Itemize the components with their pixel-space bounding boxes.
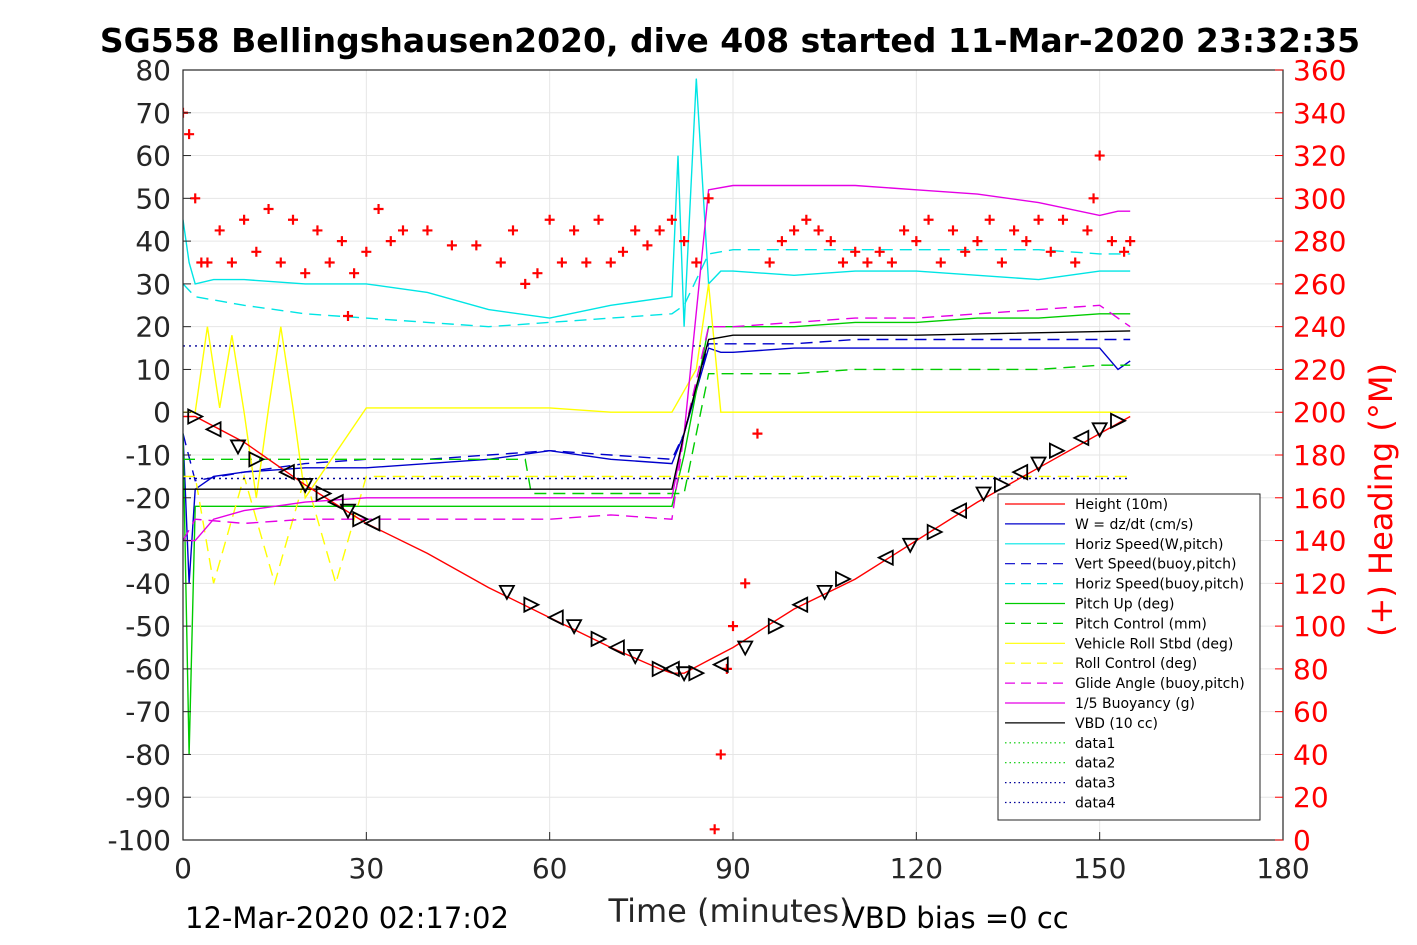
x-tick-label: 150 — [1073, 852, 1126, 885]
y-tick-label: -60 — [125, 653, 171, 686]
legend-label: Vehicle Roll Stbd (deg) — [1075, 636, 1233, 652]
legend-label: Horiz Speed(W,pitch) — [1075, 537, 1223, 553]
y2-tick-label: 300 — [1293, 182, 1346, 215]
x-tick-label: 30 — [349, 852, 385, 885]
y-tick-label: 30 — [135, 268, 171, 301]
y-tick-label: 80 — [135, 54, 171, 87]
y2-tick-label: 280 — [1293, 225, 1346, 258]
legend: Height (10m) W = dz/dt (cm/s) Horiz Speed(… — [998, 494, 1260, 820]
y2-tick-label: 100 — [1293, 610, 1346, 643]
y-tick-label: 0 — [153, 396, 171, 429]
legend-label: Pitch Up (deg) — [1075, 597, 1174, 613]
legend-label: Roll Control (deg) — [1075, 656, 1197, 672]
y2-tick-label: 80 — [1293, 653, 1329, 686]
y2-tick-label: 360 — [1293, 54, 1346, 87]
y-tick-label: -10 — [125, 439, 171, 472]
y2-tick-label: 320 — [1293, 140, 1346, 173]
y2-tick-label: 200 — [1293, 396, 1346, 429]
y2-tick-label: 120 — [1293, 567, 1346, 600]
y-tick-label: 20 — [135, 311, 171, 344]
legend-label: VBD (10 cc) — [1075, 716, 1158, 732]
y2-tick-label: 220 — [1293, 353, 1346, 386]
y-tick-label: 40 — [135, 225, 171, 258]
y2-tick-label: 180 — [1293, 439, 1346, 472]
x-tick-label: 0 — [174, 852, 192, 885]
x-axis-label: Time (minutes) — [608, 892, 852, 930]
legend-label: 1/5 Buoyancy (g) — [1075, 696, 1195, 712]
footer-timestamp: 12-Mar-2020 02:17:02 — [185, 901, 509, 935]
y-tick-label: -30 — [125, 525, 171, 558]
y-tick-label: -80 — [125, 738, 171, 771]
x-tick-label: 120 — [890, 852, 943, 885]
legend-label: Vert Speed(buoy,pitch) — [1075, 557, 1237, 573]
legend-label: data3 — [1075, 776, 1115, 792]
dive-plot: SG558 Bellingshausen2020, dive 408 start… — [0, 0, 1417, 945]
y2-tick-label: 20 — [1293, 781, 1329, 814]
y-tick-label: -50 — [125, 610, 171, 643]
chart-title: SG558 Bellingshausen2020, dive 408 start… — [100, 21, 1360, 60]
legend-label: W = dz/dt (cm/s) — [1075, 517, 1194, 533]
y2-tick-label: 0 — [1293, 824, 1311, 857]
footer-vbd-bias: VBD bias =0 cc — [845, 901, 1069, 935]
y-tick-label: 50 — [135, 182, 171, 215]
y-tick-label: 10 — [135, 353, 171, 386]
y2-tick-label: 140 — [1293, 525, 1346, 558]
legend-label: data4 — [1075, 796, 1116, 812]
y-tick-label: -70 — [125, 696, 171, 729]
y2-tick-label: 60 — [1293, 696, 1329, 729]
legend-label: Pitch Control (mm) — [1075, 616, 1207, 632]
legend-label: Height (10m) — [1075, 497, 1168, 513]
y2-tick-label: 40 — [1293, 738, 1329, 771]
y2-tick-label: 340 — [1293, 97, 1346, 130]
y-tick-label: -20 — [125, 482, 171, 515]
legend-label: Horiz Speed(buoy,pitch) — [1075, 577, 1244, 593]
legend-label: data1 — [1075, 736, 1115, 752]
y-tick-label: -100 — [107, 824, 171, 857]
legend-label: Glide Angle (buoy,pitch) — [1075, 676, 1245, 692]
x-tick-label: 90 — [715, 852, 751, 885]
y2-axis-label: (+) Heading (°M) — [1362, 363, 1400, 637]
y-tick-label: -40 — [125, 567, 171, 600]
x-tick-label: 60 — [532, 852, 568, 885]
y-tick-label: 60 — [135, 140, 171, 173]
y2-tick-label: 240 — [1293, 311, 1346, 344]
legend-label: data2 — [1075, 756, 1115, 772]
y-tick-label: -90 — [125, 781, 171, 814]
y-tick-label: 70 — [135, 97, 171, 130]
y2-tick-label: 260 — [1293, 268, 1346, 301]
y2-tick-label: 160 — [1293, 482, 1346, 515]
